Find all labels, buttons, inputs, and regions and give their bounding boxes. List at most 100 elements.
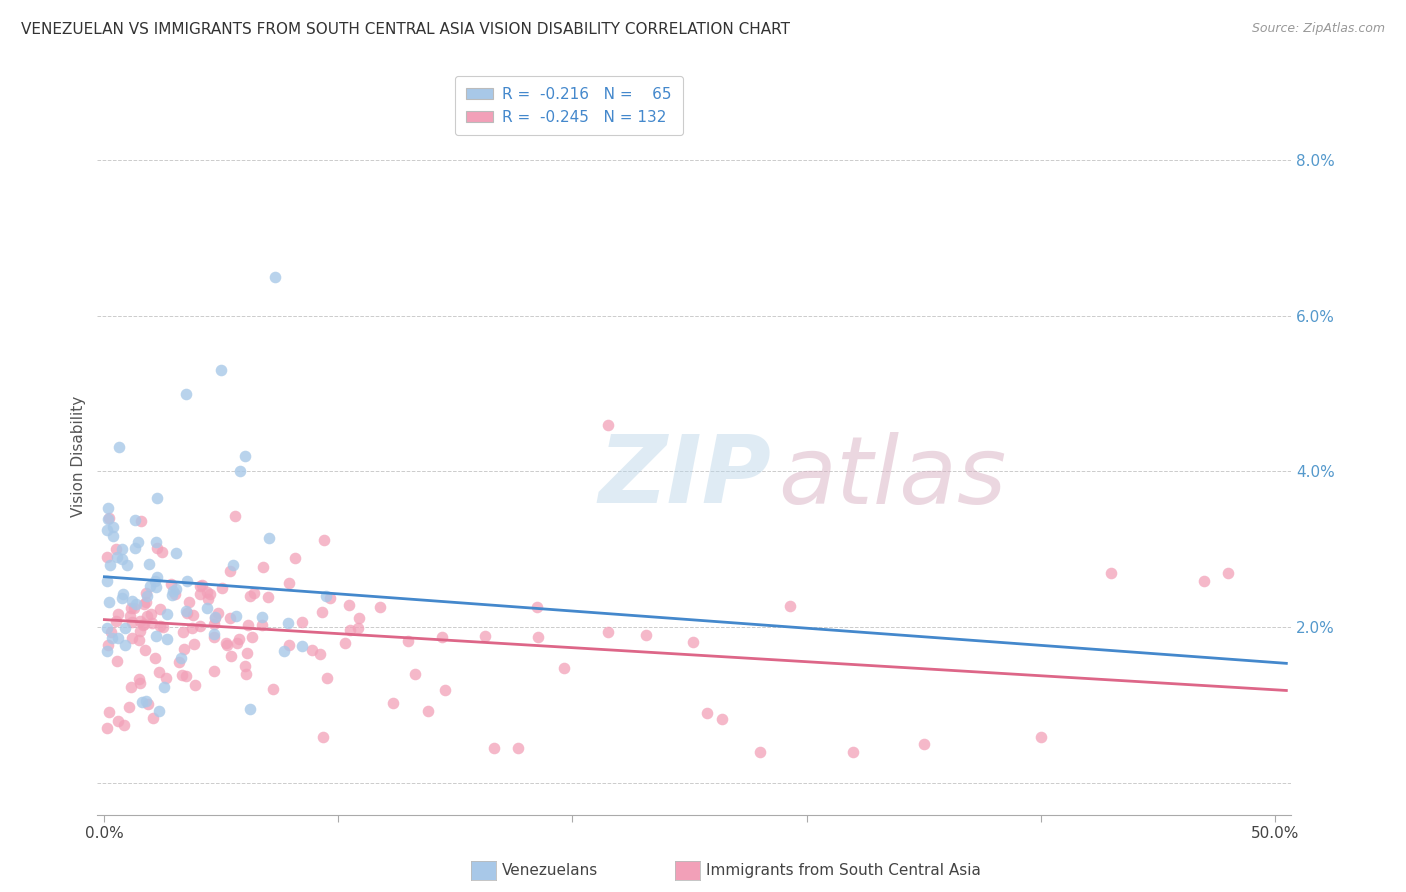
Point — [236, 618, 259, 632]
Point — [682, 635, 704, 649]
Point — [779, 599, 801, 614]
Point — [215, 636, 238, 650]
Point — [100, 624, 122, 639]
Point — [135, 586, 157, 600]
Point — [1194, 574, 1216, 588]
Point — [148, 665, 170, 679]
Point — [97, 500, 120, 515]
Point — [107, 714, 129, 728]
Point — [1216, 566, 1239, 580]
Point — [290, 615, 312, 629]
Point — [156, 607, 179, 621]
Point — [222, 558, 245, 572]
Point — [105, 550, 128, 565]
Point — [115, 558, 138, 572]
Point — [277, 615, 299, 630]
Point — [250, 610, 273, 624]
Point — [416, 704, 439, 718]
Point — [190, 579, 212, 593]
Point — [98, 705, 121, 719]
Point — [96, 523, 118, 537]
Point — [195, 585, 218, 599]
Point — [146, 491, 169, 505]
Point — [347, 621, 370, 635]
Point — [250, 617, 273, 632]
Y-axis label: Vision Disability: Vision Disability — [72, 395, 86, 516]
Point — [156, 632, 179, 646]
Point — [596, 417, 619, 432]
Point — [291, 639, 314, 653]
Point — [233, 659, 256, 673]
Point — [204, 611, 226, 625]
Point — [150, 545, 173, 559]
Point — [96, 644, 118, 658]
Point — [96, 721, 118, 735]
Point — [120, 680, 142, 694]
Point — [176, 574, 198, 589]
Point — [176, 669, 198, 683]
Point — [315, 589, 337, 603]
Point — [124, 600, 146, 615]
Point — [97, 512, 120, 526]
Point — [125, 597, 148, 611]
Point — [128, 632, 150, 647]
Point — [349, 611, 371, 625]
Point — [148, 618, 170, 632]
Point — [107, 632, 129, 646]
Point — [912, 737, 935, 751]
Point — [132, 597, 155, 611]
Point — [195, 601, 218, 615]
Point — [179, 595, 201, 609]
Point — [243, 585, 266, 599]
Point — [97, 638, 120, 652]
Point — [170, 651, 193, 665]
Text: ZIP: ZIP — [599, 432, 772, 524]
Point — [110, 551, 132, 566]
Point — [165, 546, 187, 560]
Point — [108, 440, 131, 454]
Point — [198, 587, 221, 601]
Text: VENEZUELAN VS IMMIGRANTS FROM SOUTH CENTRAL ASIA VISION DISABILITY CORRELATION C: VENEZUELAN VS IMMIGRANTS FROM SOUTH CENT… — [21, 22, 790, 37]
Point — [309, 647, 332, 661]
Point — [264, 269, 287, 284]
Point — [218, 564, 240, 578]
Point — [188, 619, 211, 633]
Point — [124, 541, 146, 555]
Point — [484, 741, 506, 756]
Point — [152, 680, 174, 694]
Point — [239, 702, 262, 716]
Point — [211, 581, 233, 595]
Point — [105, 542, 128, 557]
Point — [172, 625, 194, 640]
Text: Venezuelans: Venezuelans — [502, 863, 598, 878]
Point — [181, 608, 204, 623]
Point — [183, 636, 205, 650]
Point — [553, 661, 575, 675]
Point — [121, 631, 143, 645]
Point — [252, 560, 274, 574]
Point — [107, 607, 129, 622]
Point — [111, 587, 134, 601]
Point — [174, 386, 197, 401]
Point — [229, 465, 252, 479]
Point — [711, 712, 734, 726]
Point — [134, 642, 156, 657]
Point — [382, 696, 405, 710]
Point — [173, 641, 195, 656]
Point — [202, 664, 225, 678]
Point — [1029, 730, 1052, 744]
Point — [128, 675, 150, 690]
Point — [301, 643, 323, 657]
Point — [191, 578, 214, 592]
Point — [228, 632, 250, 646]
Point — [129, 614, 152, 628]
Point — [257, 531, 280, 545]
Text: Source: ZipAtlas.com: Source: ZipAtlas.com — [1251, 22, 1385, 36]
Point — [337, 598, 360, 612]
Point — [209, 363, 232, 377]
Point — [219, 611, 242, 625]
Point — [101, 520, 124, 534]
Point — [97, 595, 120, 609]
Point — [138, 579, 160, 593]
Point — [262, 682, 284, 697]
